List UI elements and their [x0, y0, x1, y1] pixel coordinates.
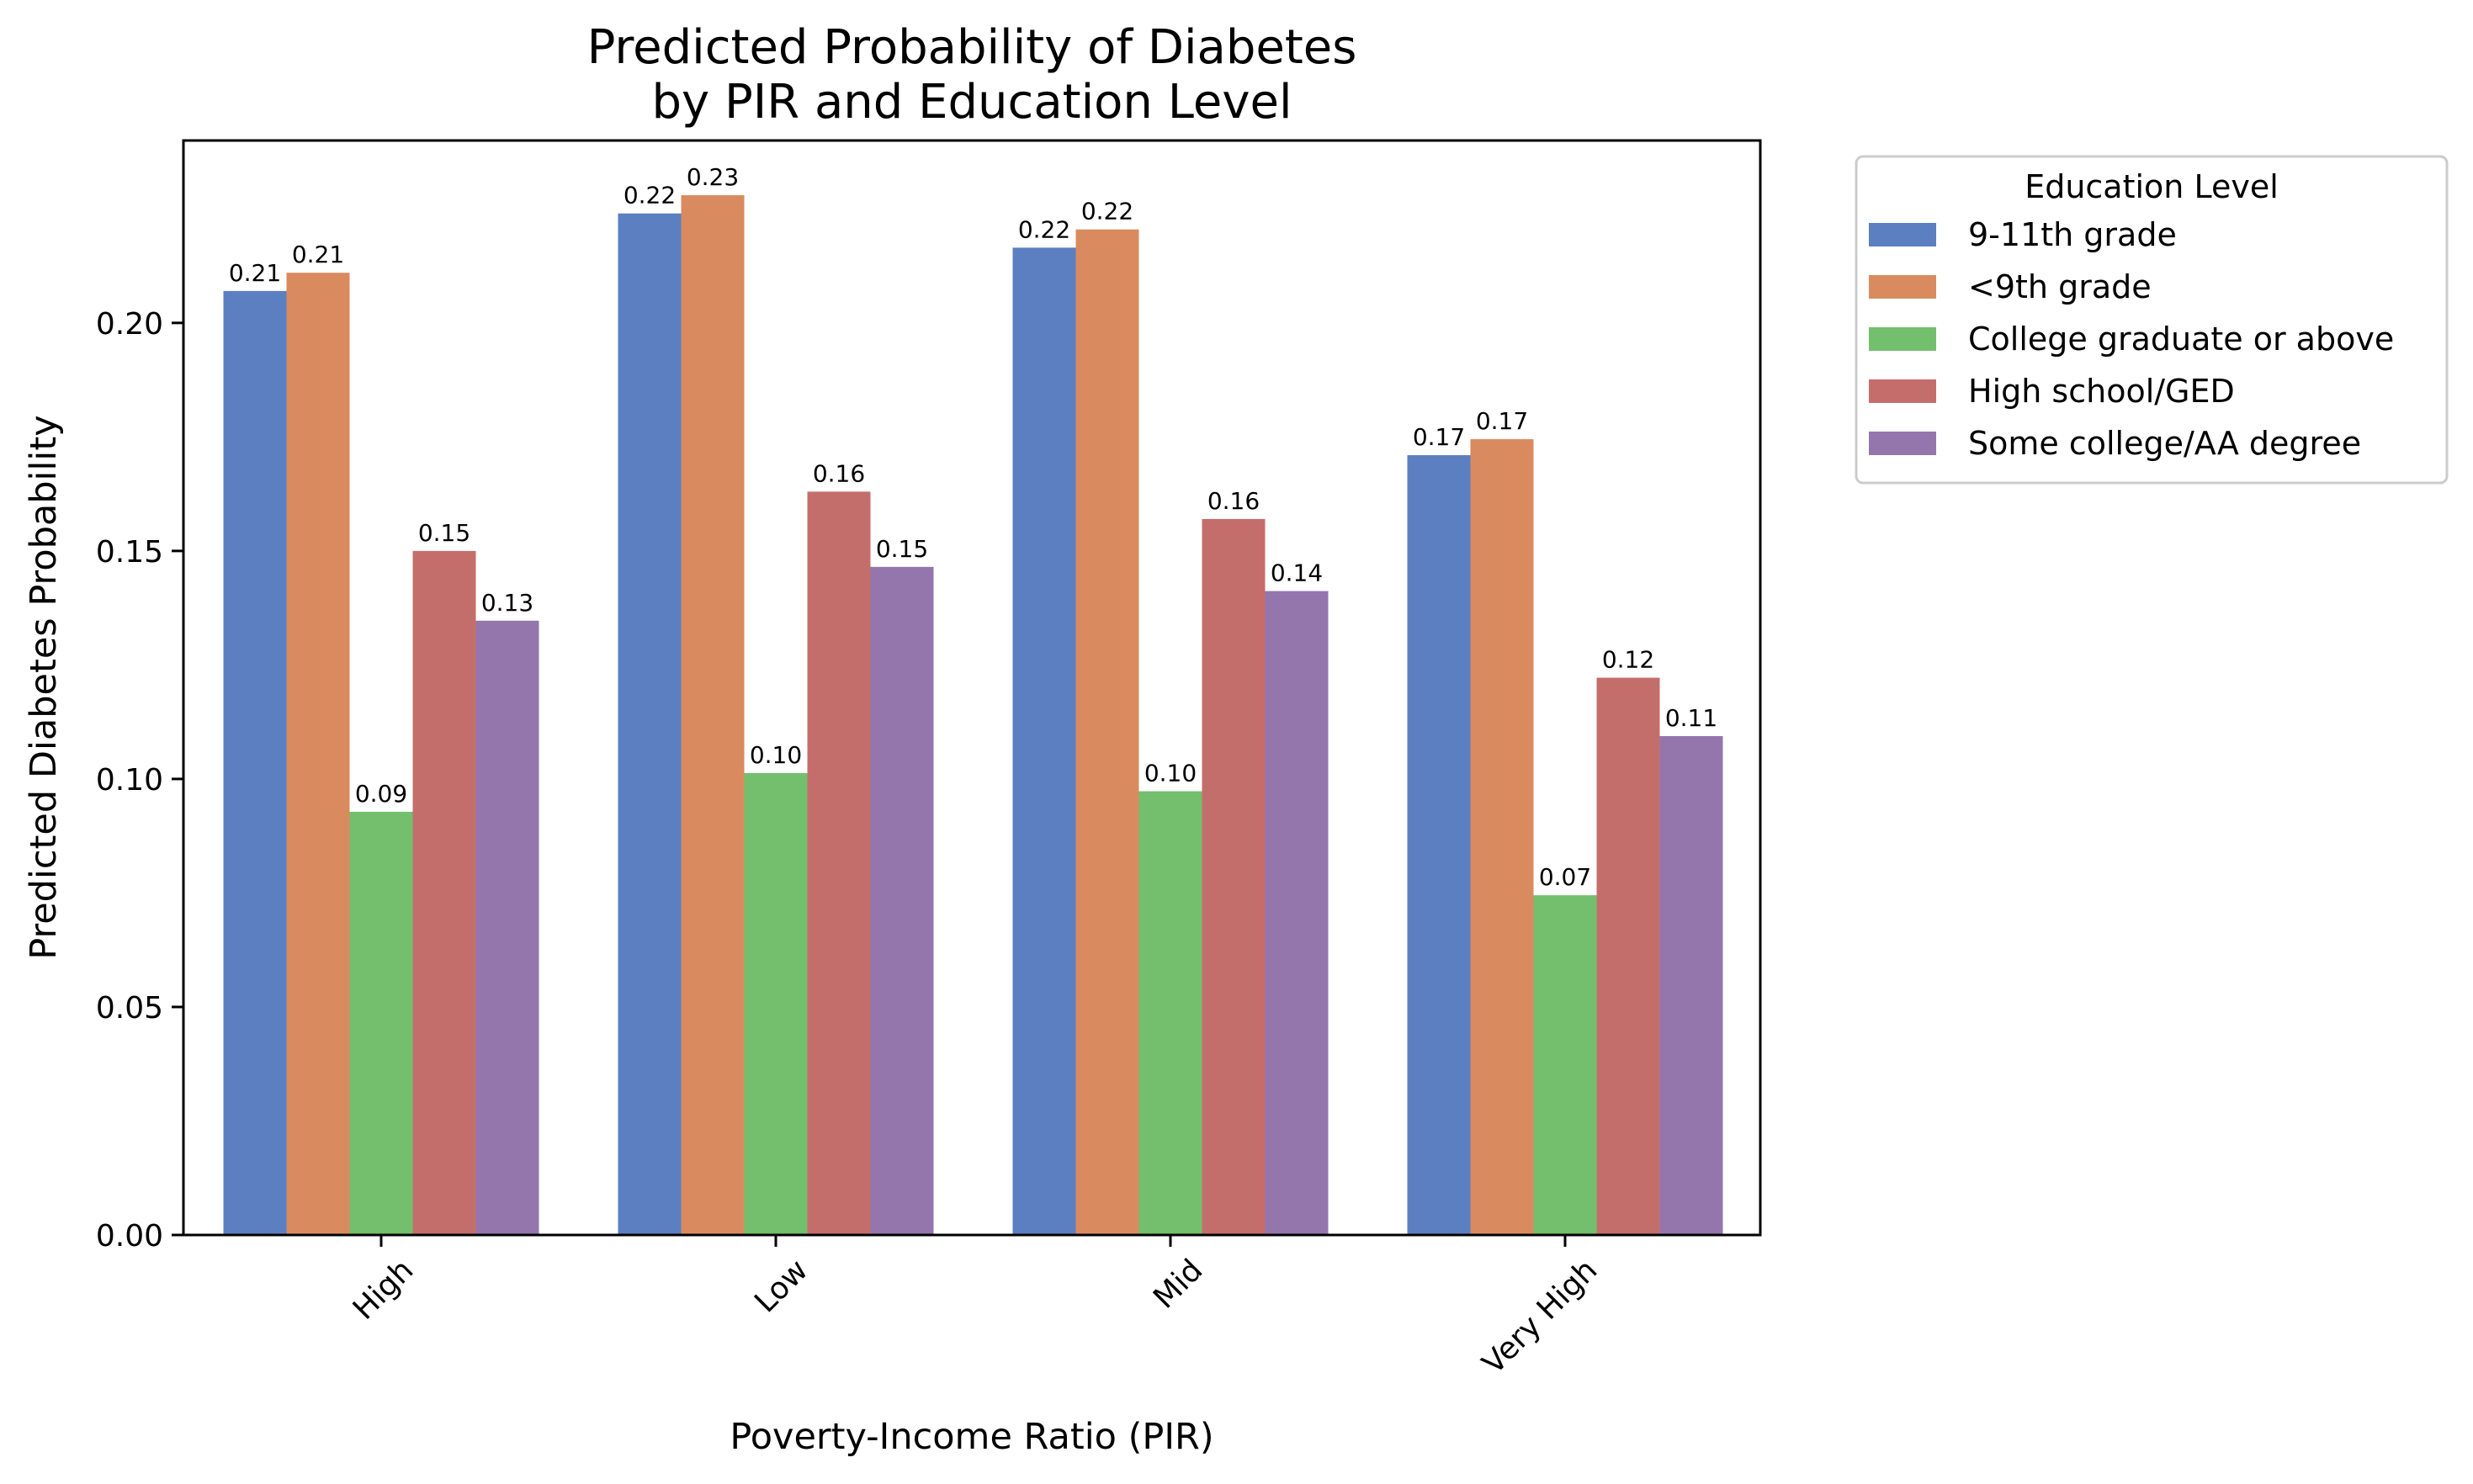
bar-value-label: 0.16: [813, 459, 865, 487]
bar-low-series-2: [744, 772, 808, 1235]
y-tick-label: 0.20: [96, 307, 163, 342]
legend-swatch: [1869, 275, 1936, 299]
bar-value-label: 0.14: [1271, 559, 1323, 587]
y-axis-label: Predicted Diabetes Probability: [23, 415, 65, 959]
bar-value-label: 0.21: [229, 259, 281, 287]
legend-frame: [1855, 155, 2449, 485]
bar-value-label: 0.22: [624, 182, 676, 209]
x-tick-label: Low: [748, 1253, 815, 1319]
legend-label: 9-11th grade: [1968, 216, 2177, 253]
legend-label: High school/GED: [1968, 373, 2235, 410]
bar-high-series-4: [475, 620, 539, 1235]
bar-value-label: 0.21: [292, 241, 344, 268]
bar-value-label: 0.13: [481, 589, 533, 617]
x-axis-label: Poverty-Income Ratio (PIR): [730, 1416, 1213, 1458]
legend-items: 9-11th grade <9th grade College graduate o…: [1869, 216, 2394, 462]
bar-high-series-0: [223, 290, 287, 1235]
legend-title: Education Level: [2025, 168, 2279, 205]
bar-value-label: 0.10: [750, 741, 802, 769]
chart-title-line-2: by PIR and Education Level: [651, 75, 1292, 130]
plot-frame: [182, 139, 1762, 1237]
y-tick-label: 0.10: [96, 763, 163, 798]
bar-high-series-2: [349, 811, 413, 1235]
legend-label: <9th grade: [1968, 268, 2152, 305]
bar-mid-series-3: [1202, 518, 1266, 1235]
bar-mid-series-4: [1265, 591, 1329, 1235]
bar-value-label: 0.15: [876, 535, 928, 563]
bar-value-label: 0.07: [1539, 863, 1591, 891]
legend-swatch: [1869, 327, 1936, 351]
bar-value-label: 0.22: [1081, 198, 1133, 225]
bar-low-series-3: [807, 491, 871, 1235]
bar-value-label: 0.10: [1144, 760, 1197, 787]
legend-label: Some college/AA degree: [1968, 425, 2361, 462]
bar-very-high-series-1: [1470, 439, 1534, 1235]
legend-swatch: [1869, 223, 1936, 246]
bar-value-label: 0.23: [687, 163, 739, 191]
bar-value-label: 0.16: [1207, 487, 1260, 515]
bar-value-label: 0.11: [1665, 704, 1717, 732]
bar-value-label: 0.22: [1018, 215, 1070, 243]
y-tick-label: 0.15: [96, 535, 163, 570]
bar-low-series-1: [681, 195, 745, 1235]
legend-label: College graduate or above: [1968, 321, 2394, 358]
y-axis: 0.00 0.05 0.10 0.15 0.20: [96, 307, 183, 1253]
bar-very-high-series-0: [1407, 455, 1471, 1235]
bar-value-label: 0.17: [1476, 407, 1528, 435]
x-axis: High Low Mid Very High: [347, 1235, 1604, 1381]
bar-value-label: 0.09: [355, 780, 407, 808]
bar-mid-series-1: [1075, 229, 1139, 1236]
legend-swatch: [1869, 379, 1936, 403]
bar-very-high-series-3: [1596, 677, 1660, 1235]
x-tick-label: High: [347, 1253, 421, 1327]
bar-high-series-3: [412, 550, 476, 1236]
y-tick-label: 0.05: [96, 991, 163, 1026]
bar-very-high-series-2: [1533, 895, 1597, 1235]
bars-layer: [223, 195, 1723, 1236]
bar-mid-series-0: [1012, 247, 1076, 1235]
bar-low-series-0: [618, 213, 682, 1236]
x-tick-label: Mid: [1147, 1253, 1209, 1315]
bar-very-high-series-4: [1659, 735, 1723, 1235]
chart-title-line-1: Predicted Probability of Diabetes: [587, 20, 1357, 75]
bar-value-label: 0.17: [1413, 423, 1465, 451]
x-tick-label: Very High: [1476, 1253, 1604, 1381]
bar-low-series-4: [870, 566, 934, 1235]
bar-mid-series-2: [1138, 791, 1202, 1235]
bar-labels-layer: 0.21 0.21 0.09 0.15 0.13 0.22 0.23 0.10 0.16 0.15…: [229, 163, 1717, 891]
bar-value-label: 0.12: [1602, 646, 1654, 674]
legend: Education Level 9-11th grade <9th grade Co…: [1855, 155, 2449, 485]
legend-swatch: [1869, 432, 1936, 455]
bar-value-label: 0.15: [418, 519, 470, 547]
y-tick-label: 0.00: [96, 1219, 163, 1253]
bar-high-series-1: [286, 273, 350, 1236]
